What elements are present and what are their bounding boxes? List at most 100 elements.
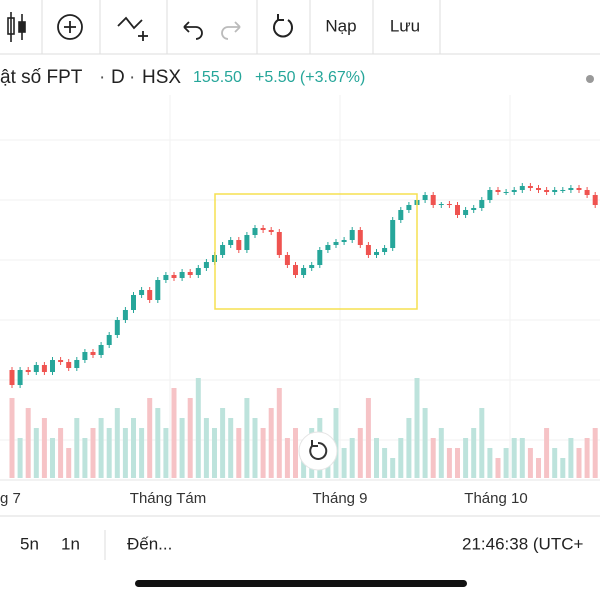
x-axis-label: Tháng 9 (312, 490, 367, 507)
candle-body (365, 245, 371, 255)
volume-bar (584, 438, 590, 478)
candle-body (114, 320, 120, 335)
volume-bar (414, 378, 420, 478)
candles-icon[interactable] (7, 12, 26, 42)
volume-bar (422, 408, 428, 478)
range-5d[interactable]: 5n (20, 534, 39, 553)
candle-body (584, 190, 590, 195)
volume-bar (74, 418, 80, 478)
volume-bar (90, 428, 96, 478)
redo-icon[interactable] (221, 21, 241, 40)
home-indicator (135, 580, 467, 587)
volume-bar (155, 408, 161, 478)
reset-chart-button[interactable] (298, 431, 338, 471)
volume-bar (341, 448, 347, 478)
candle-body (560, 190, 566, 191)
candle-body (284, 255, 290, 265)
candle-body (276, 232, 282, 255)
last-price: 155.50 (193, 69, 242, 86)
volume-bar (463, 438, 469, 478)
volume-bar (9, 398, 15, 478)
candle-body (495, 190, 501, 192)
volume-bar (536, 458, 541, 478)
volume-bar (495, 458, 501, 478)
selection-rectangle (214, 193, 418, 310)
volume-bar (41, 418, 47, 478)
volume-bar (430, 438, 436, 478)
candle-body (187, 272, 193, 275)
volume-bar (268, 408, 274, 478)
range-1d[interactable]: 1n (61, 534, 80, 553)
candle-body (309, 265, 315, 268)
candle-body (455, 205, 460, 215)
volume-bar (106, 428, 112, 478)
candle-body (406, 205, 412, 210)
goto-button[interactable]: Đến... (127, 534, 172, 553)
add-icon[interactable] (57, 14, 83, 40)
volume-bar (244, 398, 250, 478)
candle-body (341, 240, 347, 242)
volume-bar (349, 438, 355, 478)
candle-body (122, 310, 128, 320)
volume-bar (25, 408, 31, 478)
volume-bar (293, 428, 298, 478)
reset-icon[interactable] (273, 14, 293, 38)
candle-body (106, 335, 112, 345)
indicator-icon[interactable] (117, 16, 148, 41)
x-axis-label: g 7 (0, 490, 21, 507)
volume-bar (252, 418, 258, 478)
candle-body (155, 280, 161, 300)
candle-body (374, 252, 379, 255)
volume-bar (50, 438, 55, 478)
volume-bar (82, 438, 88, 478)
candle-body (479, 200, 485, 208)
volume-bar (122, 428, 128, 478)
volume-bar (179, 418, 185, 478)
volume-bar (98, 418, 104, 478)
candle-body (301, 268, 307, 275)
candle-body (236, 240, 242, 250)
volume-bar (390, 458, 396, 478)
undo-icon[interactable] (183, 21, 203, 40)
volume-bar (519, 438, 525, 478)
candle-body (74, 360, 80, 368)
candle-body (98, 345, 104, 355)
candle-body (9, 370, 15, 385)
save-button[interactable]: Lưu (390, 16, 420, 35)
volume-bar (33, 428, 39, 478)
x-axis-label: Tháng 10 (464, 490, 527, 507)
candle-layer (9, 183, 598, 388)
x-axis-label: Tháng Tám (130, 490, 206, 507)
candle-body (390, 220, 396, 248)
volume-bar (544, 428, 550, 478)
exchange: HSX (142, 67, 181, 88)
volume-bar (171, 388, 177, 478)
candle-body (293, 265, 298, 275)
volume-bar (236, 428, 242, 478)
volume-bar (260, 428, 266, 478)
candle-body (536, 188, 541, 190)
candle-body (511, 190, 517, 192)
grid (0, 95, 600, 480)
volume-bar (147, 398, 153, 478)
candle-body (317, 250, 323, 265)
load-button[interactable]: Nạp (325, 16, 356, 35)
volume-bar (592, 428, 598, 478)
volume-bar (487, 448, 493, 478)
candle-body (220, 245, 226, 255)
volume-bar (527, 448, 533, 478)
candle-body (82, 352, 88, 360)
candle-body (463, 210, 469, 215)
candle-body (325, 245, 331, 250)
candle-body (139, 290, 145, 295)
volume-bar (560, 458, 566, 478)
volume-bar (66, 448, 72, 478)
candle-body (422, 195, 428, 200)
volume-bar (163, 428, 169, 478)
candle-body (25, 370, 31, 372)
symbol-name: ật số FPT (0, 67, 83, 88)
separator: · (99, 67, 105, 88)
volume-bar (195, 378, 201, 478)
volume-bar (374, 438, 379, 478)
